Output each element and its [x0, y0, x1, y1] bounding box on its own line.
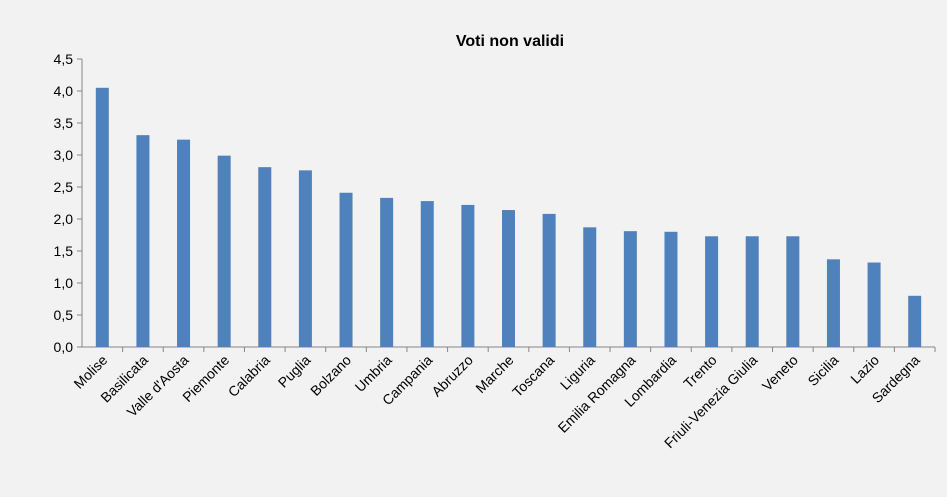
bar: [420, 201, 434, 347]
bar: [664, 231, 678, 347]
chart-title: Voti non validi: [456, 33, 564, 50]
y-tick-label: 1,0: [54, 275, 74, 291]
y-tick-label: 4,5: [54, 51, 74, 67]
bar: [339, 192, 353, 347]
y-tick-label: 3,5: [54, 115, 74, 131]
y-tick-label: 4,0: [54, 83, 74, 99]
bar: [786, 236, 800, 347]
bar: [908, 295, 922, 347]
bar: [136, 135, 150, 347]
bar: [461, 204, 475, 347]
bar: [95, 87, 109, 348]
y-tick-label: 0,0: [54, 339, 74, 355]
bar: [745, 236, 759, 347]
bar: [258, 167, 272, 347]
bar: [705, 236, 719, 347]
y-tick-label: 2,0: [54, 211, 74, 227]
bar: [298, 170, 312, 347]
y-tick-label: 2,5: [54, 179, 74, 195]
bar: [542, 213, 556, 347]
bar: [502, 210, 515, 347]
bar: [583, 227, 597, 347]
bar: [380, 197, 394, 347]
y-tick-label: 0,5: [54, 307, 74, 323]
bar: [217, 155, 231, 347]
bar: [623, 231, 637, 347]
bar: [826, 259, 840, 347]
y-tick-label: 1,5: [54, 243, 74, 259]
bar: [177, 139, 191, 347]
y-tick-label: 3,0: [54, 147, 74, 163]
bar: [867, 262, 881, 347]
